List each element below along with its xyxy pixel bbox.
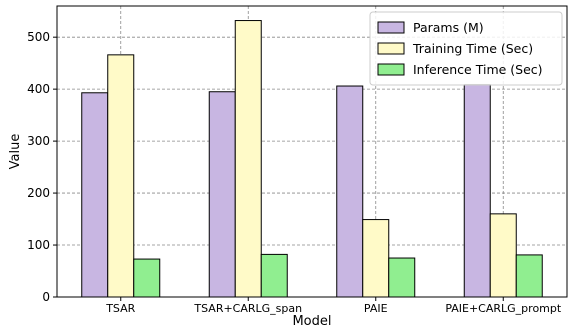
x-tick-label: PAIE+CARLG_prompt <box>445 302 562 315</box>
bar-inference-time-sec <box>388 257 416 298</box>
y-axis-label: Value <box>8 134 23 170</box>
legend: Params (M) Training Time (Sec) Inference T… <box>369 11 563 86</box>
plot-frame <box>56 5 568 298</box>
legend-swatch <box>377 21 405 34</box>
x-tick-label: TSAR+CARLG_span <box>193 302 302 315</box>
legend-swatch <box>377 42 405 55</box>
axis-ticks: 0 100 200 300 400 500 TSAR TSAR+CARLG_span PAIE P… <box>27 30 562 315</box>
bar-training-time-sec <box>107 54 135 298</box>
bar-params-m <box>208 91 236 298</box>
x-tick-label: PAIE <box>364 302 388 315</box>
y-tick-label: 100 <box>27 238 50 252</box>
bar-training-time-sec <box>489 213 517 298</box>
x-axis-label: Model <box>292 314 331 329</box>
y-tick-label: 400 <box>27 82 50 96</box>
x-tick-label: TSAR <box>105 302 135 315</box>
bar-training-time-sec <box>234 20 262 298</box>
bar-params-m <box>81 92 109 298</box>
bar-training-time-sec <box>362 219 390 298</box>
legend-label: Training Time (Sec) <box>412 41 533 56</box>
bar-inference-time-sec <box>260 253 288 298</box>
bar-params-m <box>463 83 491 298</box>
bar-inference-time-sec <box>133 258 161 298</box>
y-tick-label: 0 <box>42 290 50 304</box>
y-tick-label: 200 <box>27 186 50 200</box>
bar-inference-time-sec <box>515 254 543 298</box>
bars <box>81 20 543 298</box>
bar-params-m <box>336 85 364 298</box>
legend-label: Inference Time (Sec) <box>413 62 543 77</box>
legend-swatch <box>377 63 405 76</box>
y-tick-label: 300 <box>27 134 50 148</box>
legend-label: Params (M) <box>413 20 484 35</box>
y-tick-label: 500 <box>27 30 50 44</box>
legend-box <box>369 11 563 86</box>
